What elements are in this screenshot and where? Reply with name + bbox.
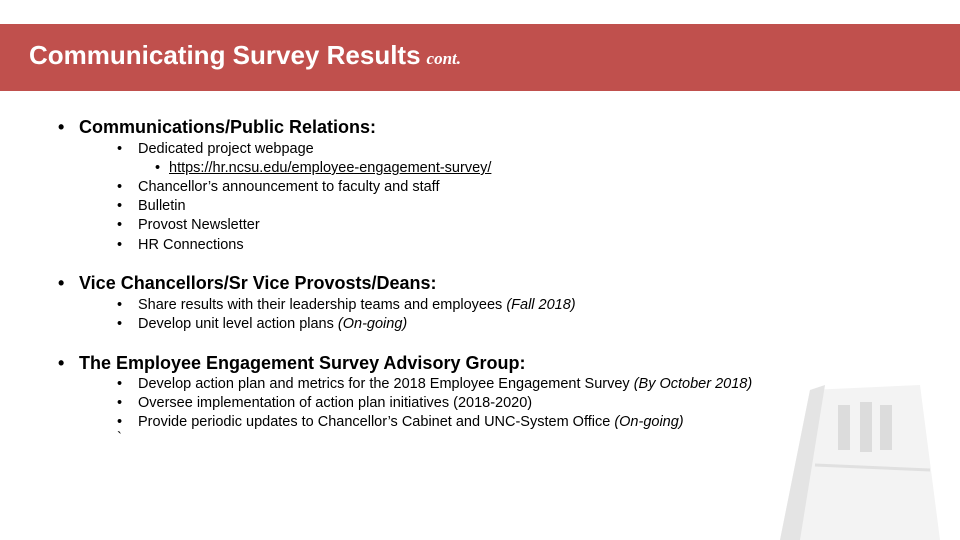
item-text: Develop unit level action plans <box>138 316 338 332</box>
bullet: • <box>117 217 123 233</box>
item-text: Provide periodic updates to Chancellor’s… <box>138 414 615 430</box>
item-text: Share results with their leadership team… <box>138 297 507 313</box>
bullet: • <box>58 353 65 373</box>
item-text: Chancellor’s announcement to faculty and… <box>138 179 440 195</box>
bullet: • <box>117 141 123 157</box>
list-item: • Develop action plan and metrics for the… <box>117 376 752 392</box>
bullet: • <box>117 376 123 392</box>
section-heading: • The Employee Engagement Survey Advisory… <box>58 353 525 374</box>
item-text: Provost Newsletter <box>138 217 260 233</box>
bullet: • <box>117 316 123 332</box>
bullet: • <box>58 273 65 293</box>
list-item: • Share results with their leadership tea… <box>117 297 576 313</box>
section-heading: • Communications/Public Relations: <box>58 117 376 138</box>
list-item: • Develop unit level action plans (On-goi… <box>117 316 407 332</box>
slide-title: Communicating Survey Results cont. <box>29 40 461 71</box>
bullet: • <box>58 117 65 137</box>
item-note: (On-going) <box>614 414 684 430</box>
item-note: (By October 2018) <box>633 376 753 392</box>
title-suffix: cont. <box>426 49 462 68</box>
bullet: • <box>117 179 123 195</box>
list-item: • https://hr.ncsu.edu/employee-engagement… <box>155 160 491 176</box>
bullet: • <box>117 414 123 430</box>
heading-text: Communications/Public Relations: <box>79 117 377 137</box>
list-item: • Dedicated project webpage <box>117 141 314 157</box>
list-item: • Provide periodic updates to Chancellor’… <box>117 414 684 430</box>
title-text: Communicating Survey Results <box>29 40 421 70</box>
heading-text: Vice Chancellors/Sr Vice Provosts/Deans: <box>79 273 437 293</box>
list-item: • Chancellor’s announcement to faculty an… <box>117 179 439 195</box>
bullet: • <box>117 395 123 411</box>
item-text: Oversee implementation of action plan in… <box>138 395 533 411</box>
bullet: • <box>117 237 123 253</box>
item-note: (Fall 2018) <box>506 297 576 313</box>
survey-webpage-link[interactable]: https://hr.ncsu.edu/employee-engagement-… <box>169 160 492 176</box>
item-note: (On-going) <box>337 316 408 332</box>
item-text: Dedicated project webpage <box>138 141 314 157</box>
belltower-watermark <box>780 385 940 540</box>
item-text: Develop action plan and metrics for the … <box>138 376 634 392</box>
bullet: • <box>117 297 123 313</box>
list-item: • Bulletin <box>117 198 186 214</box>
title-banner <box>0 24 960 91</box>
heading-text: The Employee Engagement Survey Advisory … <box>79 353 526 373</box>
list-item: • Provost Newsletter <box>117 217 260 233</box>
stray-mark: ` <box>117 430 122 446</box>
item-text: HR Connections <box>138 237 244 253</box>
list-item: • HR Connections <box>117 237 244 253</box>
bullet: • <box>117 198 123 214</box>
section-heading: • Vice Chancellors/Sr Vice Provosts/Deans… <box>58 273 437 294</box>
bullet: • <box>155 160 161 176</box>
item-text: Bulletin <box>138 198 186 214</box>
list-item: • Oversee implementation of action plan i… <box>117 395 532 411</box>
